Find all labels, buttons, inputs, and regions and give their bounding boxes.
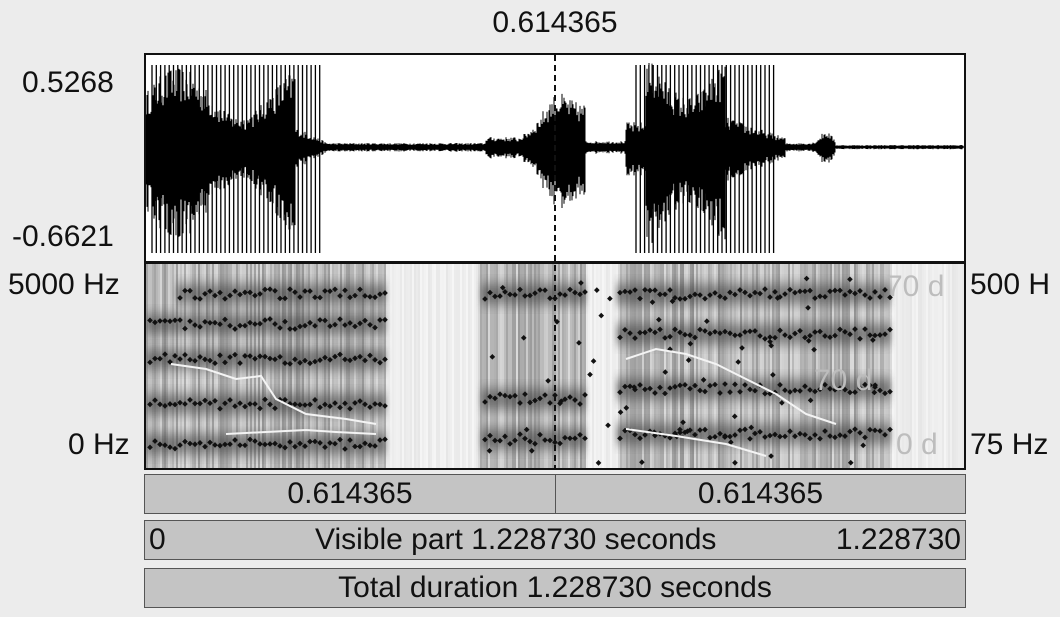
- intensity-top-label: 70 d: [886, 270, 945, 303]
- visible-part-text: Visible part 1.228730 seconds: [315, 523, 717, 556]
- waveform-min-label: -0.6621: [12, 220, 114, 253]
- intensity-contour: [625, 428, 767, 457]
- cursor-time-label: 0.614365: [492, 6, 618, 39]
- pitch-top-label: 500 H: [970, 268, 1051, 301]
- pitch-bottom-label: 75 Hz: [970, 428, 1049, 461]
- total-duration-bar[interactable]: Total duration 1.228730 seconds: [144, 568, 966, 608]
- visible-start-label: 0: [149, 523, 166, 556]
- pitch-contour: [170, 363, 377, 425]
- spectrogram-plot: [146, 264, 964, 468]
- pulse-marks: [151, 65, 775, 253]
- cursor-line: [554, 55, 556, 468]
- pitch-contour: [625, 347, 837, 425]
- intensity-mid-label: 70 d: [814, 364, 873, 397]
- left-segment-button[interactable]: 0.614365: [145, 475, 556, 513]
- right-segment-button[interactable]: 0.614365: [697, 477, 824, 510]
- visible-end-label: 1.228730: [835, 523, 961, 556]
- spectrogram-top-freq-label: 5000 Hz: [8, 268, 120, 301]
- intensity-bottom-label: 0 d: [896, 428, 938, 461]
- intensity-contour: [225, 428, 377, 435]
- spectrogram-bottom-freq-label: 0 Hz: [68, 428, 130, 461]
- visible-part-bar[interactable]: 0 Visible part 1.228730 seconds 1.228730: [144, 520, 966, 560]
- waveform-max-label: 0.5268: [22, 66, 114, 99]
- cursor-time-bar: 0.614365 0.614365: [144, 474, 966, 514]
